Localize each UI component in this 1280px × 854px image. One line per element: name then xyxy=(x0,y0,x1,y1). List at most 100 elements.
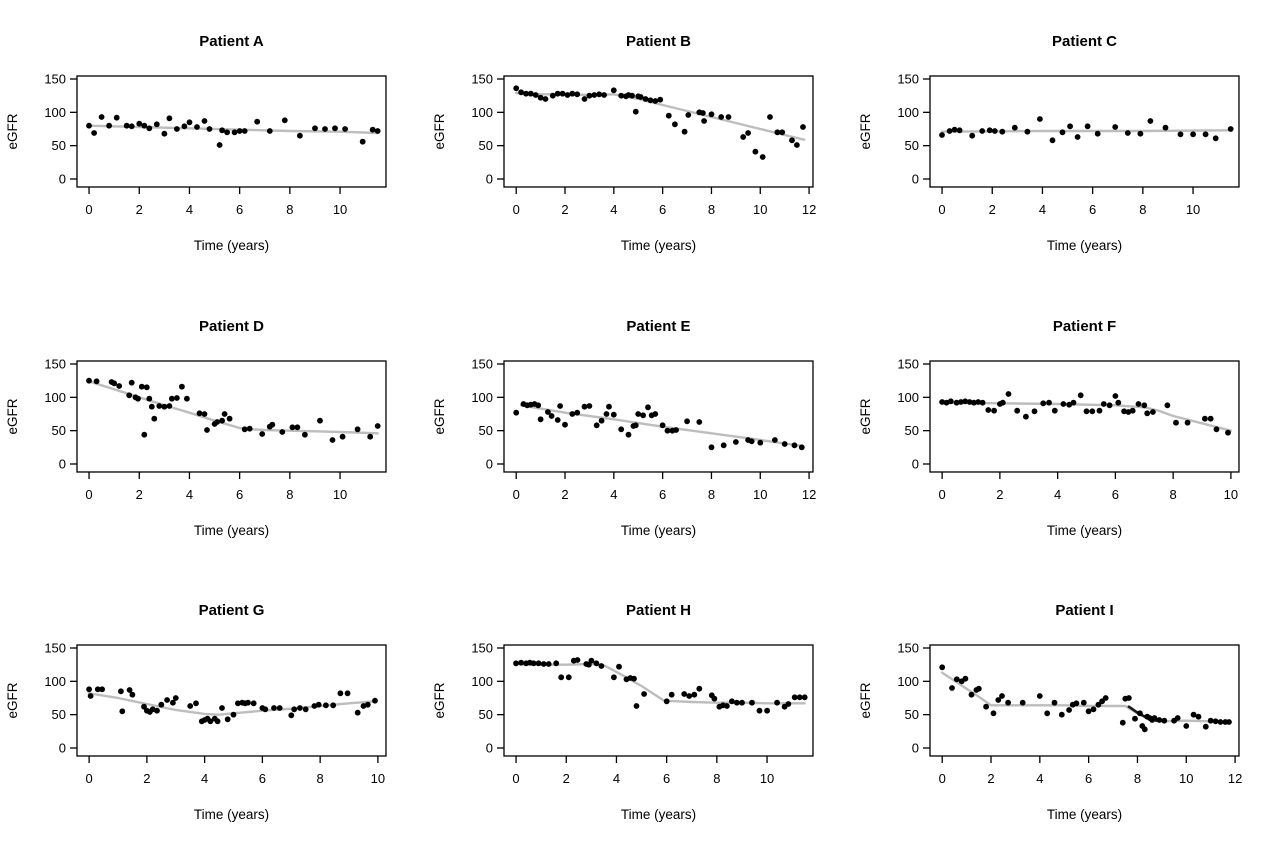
data-point xyxy=(617,426,624,432)
x-tick-label: 12 xyxy=(802,487,816,502)
data-point xyxy=(573,409,580,416)
data-point xyxy=(665,112,672,119)
data-point xyxy=(1005,700,1012,706)
x-tick-label: 0 xyxy=(86,771,93,786)
data-point xyxy=(664,427,671,434)
data-point xyxy=(711,696,717,702)
y-tick-label: 0 xyxy=(59,456,66,471)
data-point xyxy=(757,439,763,446)
x-tick-label: 2 xyxy=(562,771,569,786)
chart-title: Patient F xyxy=(1053,318,1116,335)
data-point xyxy=(569,90,575,97)
data-point xyxy=(374,128,381,134)
data-point xyxy=(610,674,617,681)
data-point xyxy=(374,422,381,429)
data-point xyxy=(1096,407,1103,414)
data-point xyxy=(241,426,248,432)
x-tick-label: 4 xyxy=(186,202,193,217)
data-point xyxy=(1085,123,1091,130)
data-point xyxy=(1066,401,1073,408)
data-point xyxy=(169,700,176,706)
data-point xyxy=(281,117,288,124)
data-point xyxy=(342,126,348,132)
data-point xyxy=(161,130,168,137)
data-point xyxy=(1103,695,1109,702)
data-point xyxy=(1162,124,1169,131)
data-point xyxy=(962,676,969,682)
data-point xyxy=(573,91,580,98)
data-point xyxy=(183,395,190,402)
data-point xyxy=(696,686,702,692)
data-point xyxy=(738,700,745,706)
x-tick-label: 12 xyxy=(802,202,816,217)
y-tick-label: 50 xyxy=(905,138,919,153)
data-point xyxy=(752,148,758,155)
data-point xyxy=(949,685,956,692)
data-point xyxy=(1012,124,1019,131)
data-point xyxy=(991,407,998,414)
data-point xyxy=(1175,715,1181,722)
data-point xyxy=(656,96,663,103)
x-tick-label: 4 xyxy=(1037,771,1044,786)
y-tick-label: 100 xyxy=(898,105,920,120)
data-point xyxy=(156,402,163,409)
data-point xyxy=(610,87,617,94)
y-tick-label: 150 xyxy=(44,356,66,371)
data-point xyxy=(301,431,308,438)
data-point xyxy=(1142,726,1149,733)
data-point xyxy=(630,676,637,682)
data-point xyxy=(129,692,136,698)
x-tick-label: 4 xyxy=(186,487,193,502)
x-axis-label: Time (years) xyxy=(194,523,269,538)
data-point xyxy=(1141,402,1148,408)
plot-box xyxy=(929,644,1240,757)
x-tick-label: 6 xyxy=(259,771,266,786)
trend-line xyxy=(941,129,1233,133)
y-tick-label: 150 xyxy=(898,641,920,656)
y-tick-label: 100 xyxy=(471,389,493,404)
x-tick-label: 0 xyxy=(939,771,946,786)
data-point xyxy=(1144,410,1151,416)
y-tick-label: 0 xyxy=(59,741,66,756)
data-point xyxy=(999,128,1006,135)
data-point xyxy=(990,710,997,717)
data-point xyxy=(561,421,568,428)
data-point xyxy=(1228,126,1234,132)
data-point xyxy=(291,706,298,713)
data-point xyxy=(86,686,92,693)
data-point xyxy=(86,122,92,129)
x-tick-label: 8 xyxy=(1170,487,1177,502)
x-tick-label: 4 xyxy=(610,202,617,217)
x-axis-label: Time (years) xyxy=(194,238,269,253)
data-point xyxy=(637,94,644,100)
data-point xyxy=(723,703,730,710)
patient-h-chart: 0 50 100 150 0 2 4 6 8 10 Patient H Time (years) eGF… xyxy=(427,569,854,854)
data-point xyxy=(791,694,798,701)
y-tick-label: 0 xyxy=(485,456,492,471)
data-point xyxy=(279,428,286,435)
data-point xyxy=(322,126,328,132)
data-point xyxy=(1095,130,1101,137)
data-point xyxy=(241,128,248,134)
data-point xyxy=(683,418,690,424)
data-point xyxy=(671,121,678,128)
data-point xyxy=(957,127,963,134)
chart-title: Patient B xyxy=(626,33,691,50)
data-point xyxy=(86,377,92,384)
data-point xyxy=(530,660,537,667)
x-tick-label: 6 xyxy=(236,202,243,217)
data-point xyxy=(141,704,147,710)
x-axis-label: Time (years) xyxy=(621,523,696,538)
data-point xyxy=(196,410,203,416)
x-tick-label: 8 xyxy=(286,487,293,502)
chart-title: Patient I xyxy=(1056,602,1114,619)
data-point xyxy=(250,700,257,707)
data-point xyxy=(1051,700,1058,706)
data-point xyxy=(128,379,135,386)
data-point xyxy=(798,444,805,450)
plot-box xyxy=(503,644,814,757)
x-tick-label: 10 xyxy=(333,487,347,502)
plot-box xyxy=(503,75,814,188)
patient-g-chart: 0 50 100 150 0 2 4 6 8 10 Patient G Time (years) eGF… xyxy=(0,569,427,854)
data-point xyxy=(598,663,604,670)
